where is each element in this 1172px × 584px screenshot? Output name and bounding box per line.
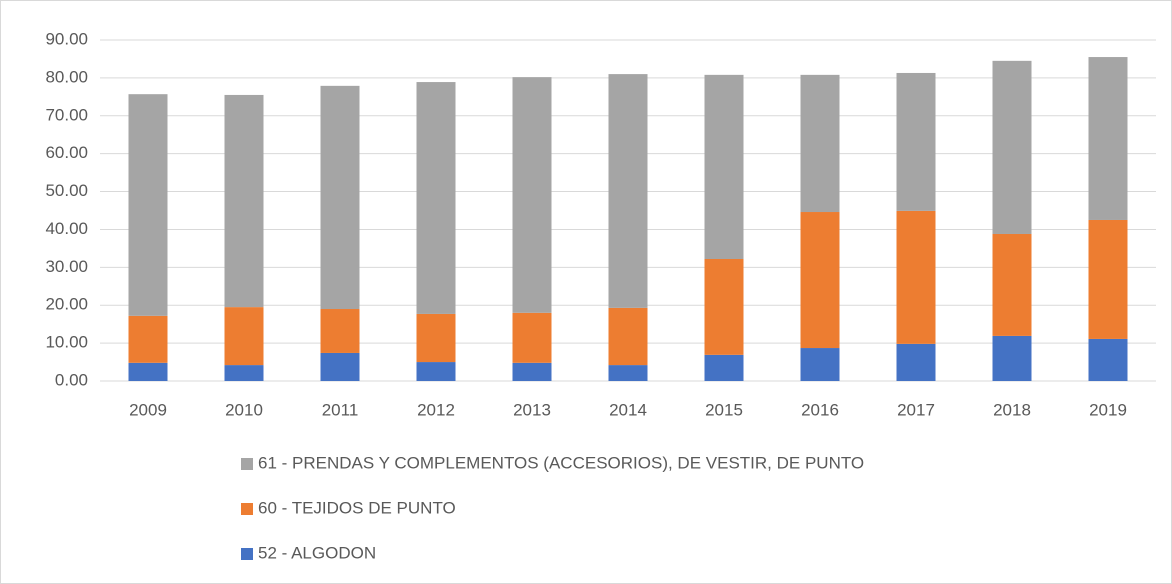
x-tick-label: 2012 xyxy=(417,400,455,419)
x-tick-label: 2019 xyxy=(1089,400,1127,419)
y-tick-label: 60.00 xyxy=(45,143,88,162)
legend-swatch xyxy=(241,503,253,515)
bar-segment xyxy=(128,94,168,316)
bar-segment xyxy=(512,77,552,313)
bar-segment xyxy=(896,72,936,211)
bar-segment xyxy=(896,210,936,344)
bar-segment xyxy=(128,362,168,381)
bar-segment xyxy=(800,212,840,349)
y-tick-label: 70.00 xyxy=(45,105,88,124)
legend-swatch xyxy=(241,548,253,560)
bar-segment xyxy=(800,74,840,213)
bar-segment xyxy=(704,354,744,381)
y-tick-label: 40.00 xyxy=(45,219,88,238)
legend-label: 61 - PRENDAS Y COMPLEMENTOS (ACCESORIOS)… xyxy=(258,453,864,472)
bar-segment xyxy=(512,312,552,363)
x-tick-label: 2017 xyxy=(897,400,935,419)
bar-segment xyxy=(608,365,648,381)
y-tick-label: 20.00 xyxy=(45,295,88,314)
bar-segment xyxy=(320,352,360,381)
bar-segment xyxy=(416,362,456,381)
bar-segment xyxy=(224,307,264,366)
bar-segment xyxy=(224,365,264,381)
x-tick-label: 2013 xyxy=(513,400,551,419)
bar-segment xyxy=(608,307,648,366)
x-tick-label: 2010 xyxy=(225,400,263,419)
legend-label: 52 - ALGODON xyxy=(258,543,376,562)
x-tick-label: 2009 xyxy=(129,400,167,419)
x-tick-label: 2014 xyxy=(609,400,647,419)
legend-label: 60 - TEJIDOS DE PUNTO xyxy=(258,498,456,517)
bar-segment xyxy=(704,258,744,355)
x-tick-label: 2018 xyxy=(993,400,1031,419)
x-tick-label: 2016 xyxy=(801,400,839,419)
y-tick-label: 30.00 xyxy=(45,257,88,276)
bar-segment xyxy=(416,313,456,363)
bar-segment xyxy=(1088,219,1128,339)
bar-segment xyxy=(992,335,1032,381)
y-tick-label: 0.00 xyxy=(55,370,88,389)
bar-segment xyxy=(512,362,552,381)
bar-segment xyxy=(1088,338,1128,381)
bar-segment xyxy=(800,348,840,381)
x-tick-label: 2011 xyxy=(322,400,359,419)
y-tick-label: 80.00 xyxy=(45,67,88,86)
x-tick-label: 2015 xyxy=(705,400,743,419)
bar-segment xyxy=(992,60,1032,234)
bar-segment xyxy=(992,233,1032,336)
bar-segment xyxy=(608,74,648,308)
bar-segment xyxy=(128,315,168,363)
y-tick-label: 90.00 xyxy=(45,29,88,48)
bar-segment xyxy=(320,309,360,353)
bar-segment xyxy=(320,85,360,310)
bar-segment xyxy=(896,343,936,381)
bar-segment xyxy=(224,94,264,308)
bar-segment xyxy=(1088,57,1128,220)
bar-segment xyxy=(416,82,456,314)
legend-swatch xyxy=(241,458,253,470)
y-tick-label: 50.00 xyxy=(45,181,88,200)
bar-segment xyxy=(704,74,744,259)
y-tick-label: 10.00 xyxy=(45,333,88,352)
